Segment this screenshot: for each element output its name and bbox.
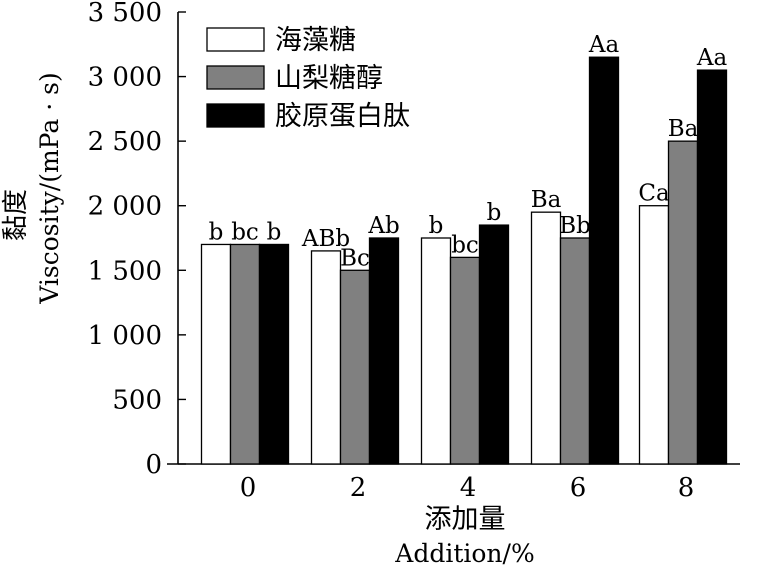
axes: 0 500 1 000 1 500 2 000 2 500 3 000 3 500 0 2 4 6 8 — [88, 0, 740, 503]
y-axis-title-cn: 黏度 — [1, 189, 31, 241]
bar-data-label: Aa — [588, 32, 620, 58]
bar-data-label: Ba — [668, 116, 699, 142]
bar-data-label: ABb — [301, 226, 350, 252]
bar — [588, 56, 620, 465]
bar — [559, 237, 591, 465]
y-tick-label: 3 500 — [88, 0, 162, 28]
bar — [638, 205, 670, 465]
bar — [667, 140, 699, 465]
bar — [449, 256, 481, 465]
y-tick-label: 2 500 — [88, 127, 162, 157]
y-tick-label: 1 000 — [88, 321, 162, 351]
bar-data-label: b — [429, 213, 444, 239]
x-axis-title-en: Addition/% — [394, 539, 534, 567]
x-axis-title-cn: 添加量 — [425, 504, 506, 535]
bar-data-label: b — [209, 219, 224, 245]
legend-label: 海藻糖 — [275, 25, 356, 56]
bar — [229, 243, 261, 465]
legend-swatch — [206, 27, 265, 52]
legend-label: 山梨糖醇 — [275, 63, 383, 94]
bar-data-label: Ca — [638, 181, 670, 207]
bar — [339, 269, 371, 465]
y-tick-label: 3 000 — [88, 63, 162, 93]
x-tick-label: 4 — [460, 473, 477, 503]
bars — [200, 56, 728, 465]
legend-swatch — [206, 103, 265, 128]
y-tick-label: 0 — [145, 450, 162, 480]
bar-data-label: Ba — [531, 187, 562, 213]
legend-swatch — [206, 65, 265, 90]
y-axis-title-en: Viscosity/(mPa · s) — [35, 72, 64, 304]
bar-data-label: b — [267, 219, 282, 245]
bar — [310, 250, 342, 465]
bar — [696, 69, 728, 465]
x-tick-label: 0 — [240, 473, 257, 503]
bar — [530, 211, 562, 465]
bar-data-label: bc — [231, 219, 259, 245]
y-tick-label: 2 000 — [88, 192, 162, 222]
bar-data-label: Aa — [696, 45, 728, 71]
bar — [200, 243, 232, 465]
y-tick-label: 1 500 — [88, 256, 162, 286]
bar-data-label: Bc — [340, 245, 370, 271]
bar — [420, 237, 452, 465]
bar — [258, 243, 290, 465]
bar — [478, 224, 510, 465]
y-tick-label: 500 — [112, 385, 162, 415]
bar-data-label: bc — [451, 232, 479, 258]
bar — [368, 237, 400, 465]
x-tick-label: 6 — [570, 473, 587, 503]
x-tick-label: 8 — [678, 473, 695, 503]
bar-data-label: Bb — [559, 213, 591, 239]
legend-label: 胶原蛋白肽 — [275, 101, 410, 132]
x-tick-label: 2 — [350, 473, 367, 503]
bar-data-label: b — [487, 200, 502, 226]
bar-data-label: Ab — [367, 213, 399, 239]
